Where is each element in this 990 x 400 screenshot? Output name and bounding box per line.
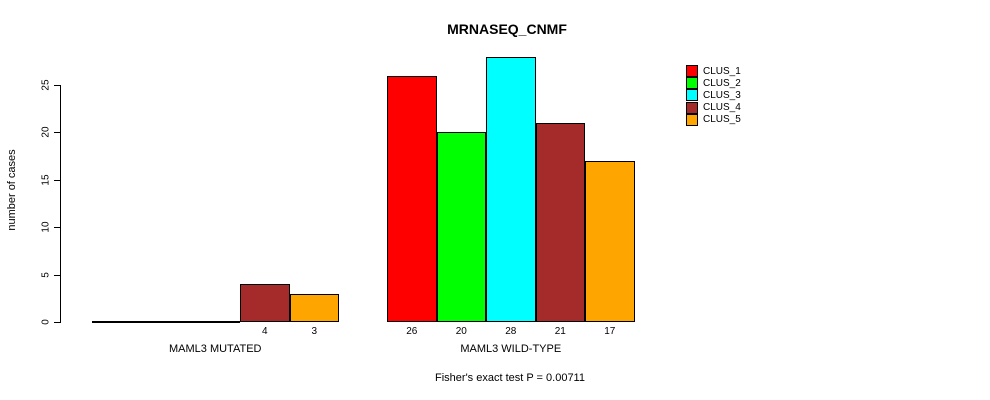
bar-value-label: 4 — [261, 326, 268, 337]
legend-item-clus_5: CLUS_5 — [686, 113, 741, 126]
legend-label: CLUS_4 — [703, 102, 741, 114]
y-tick-label: 5 — [40, 271, 52, 278]
y-tick — [54, 322, 60, 323]
bar-clus_2-2 — [436, 132, 486, 322]
y-tick — [54, 85, 60, 86]
bar-value-label: 26 — [406, 326, 418, 337]
legend-swatch-clus_5 — [686, 113, 698, 126]
legend-label: CLUS_1 — [703, 65, 741, 77]
bar-value-label: 17 — [604, 326, 616, 337]
bar-value-label: 28 — [505, 326, 517, 337]
legend-item-clus_3: CLUS_3 — [686, 89, 741, 102]
legend-item-clus_1: CLUS_1 — [686, 65, 741, 77]
legend-swatch-clus_3 — [686, 89, 698, 102]
legend-swatch-clus_4 — [686, 101, 698, 114]
y-tick — [54, 227, 60, 229]
x-category-label: MAML3 WILD-TYPE — [460, 343, 562, 355]
y-axis-line — [60, 85, 61, 323]
legend-swatch-clus_2 — [686, 77, 698, 90]
fisher-test-caption: Fisher's exact test P = 0.00711 — [435, 372, 585, 384]
bar-clus_3-1 — [190, 321, 240, 323]
bar-clus_3-2 — [486, 56, 536, 322]
legend-item-clus_2: CLUS_2 — [686, 77, 741, 90]
y-tick-label: 10 — [40, 221, 52, 233]
y-tick — [54, 179, 60, 181]
legend-label: CLUS_5 — [703, 114, 741, 126]
bar-value-label: 21 — [554, 326, 566, 337]
bar-clus_2-1 — [141, 321, 191, 323]
y-tick — [54, 132, 60, 134]
bar-value-label: 3 — [311, 326, 318, 337]
bar-clus_4-1 — [240, 284, 290, 322]
y-tick-label: 20 — [40, 126, 52, 138]
y-tick-label: 0 — [40, 319, 52, 325]
bar-clus_5-2 — [585, 160, 635, 322]
y-tick-label: 15 — [40, 174, 52, 186]
y-tick-label: 25 — [40, 79, 52, 91]
legend-label: CLUS_3 — [703, 89, 741, 101]
y-axis-label: number of cases — [6, 149, 18, 231]
bar-clus_1-1 — [91, 321, 141, 323]
legend-swatch-clus_1 — [686, 65, 698, 77]
chart-title: MRNASEQ_CNMF — [447, 21, 567, 37]
y-tick — [54, 274, 60, 276]
bar-clus_5-1 — [289, 293, 339, 322]
legend-item-clus_4: CLUS_4 — [686, 101, 741, 114]
bar-value-label: 20 — [455, 326, 467, 337]
bar-clus_1-2 — [387, 75, 437, 322]
legend-label: CLUS_2 — [703, 77, 741, 89]
bar-clus_4-2 — [535, 122, 585, 322]
x-category-label: MAML3 MUTATED — [169, 343, 262, 355]
